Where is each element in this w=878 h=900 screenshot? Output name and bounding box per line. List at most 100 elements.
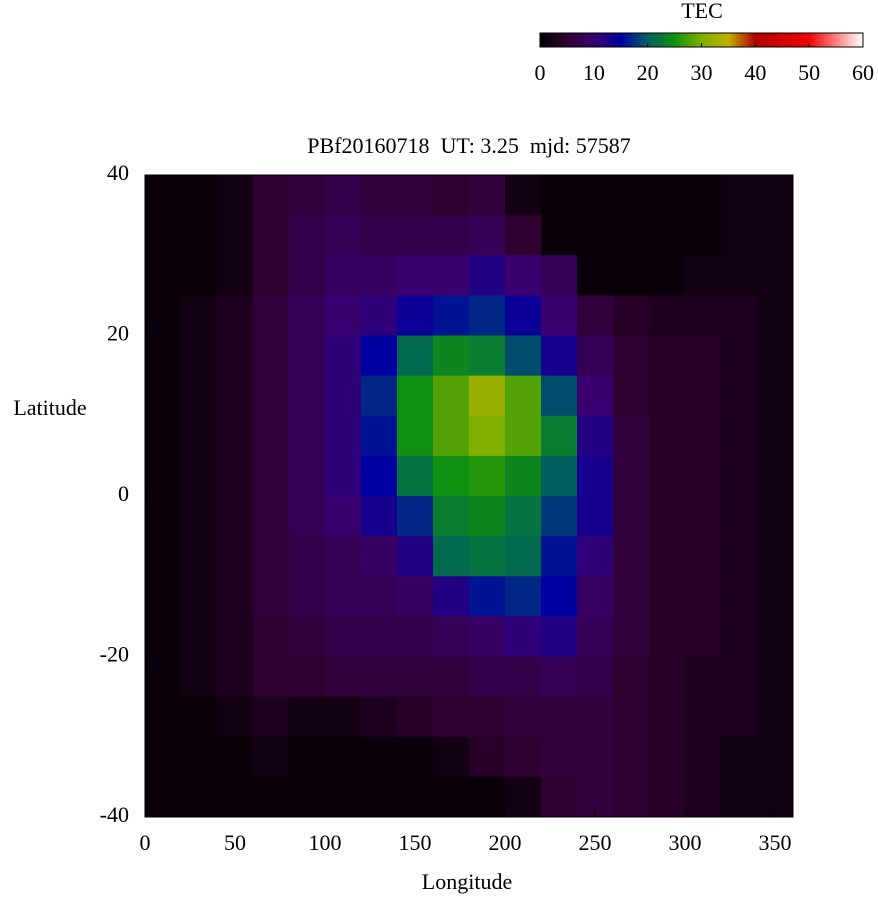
- x-tick-label: 50: [224, 830, 246, 855]
- heat-cell: [685, 736, 722, 778]
- heat-cell: [361, 375, 398, 417]
- heat-cell: [397, 375, 434, 417]
- y-tick-label: -20: [100, 642, 129, 667]
- heat-cell: [217, 696, 254, 738]
- heat-cell: [361, 335, 398, 377]
- heat-cell: [397, 335, 434, 377]
- heat-cell: [145, 335, 182, 377]
- heat-cell: [649, 295, 686, 336]
- heat-cell: [757, 736, 794, 778]
- heat-cell: [325, 536, 362, 577]
- heat-cell: [325, 496, 362, 537]
- heat-cell: [217, 215, 254, 256]
- heat-cell: [289, 496, 326, 537]
- heat-cell: [145, 415, 182, 457]
- heat-cell: [433, 536, 470, 577]
- heat-cell: [721, 415, 758, 457]
- heat-cell: [397, 736, 434, 778]
- heat-cell: [325, 255, 362, 296]
- heat-cell: [145, 776, 182, 818]
- heat-cell: [469, 215, 506, 256]
- heat-cell: [217, 536, 254, 577]
- heat-cell: [289, 656, 326, 698]
- heat-cell: [361, 616, 398, 657]
- heat-cell: [397, 255, 434, 296]
- heat-cell: [145, 255, 182, 296]
- x-tick-label: 350: [759, 830, 792, 855]
- heat-cell: [361, 215, 398, 256]
- heat-cell: [253, 175, 290, 216]
- heat-cell: [613, 415, 650, 457]
- heat-cell: [433, 375, 470, 417]
- x-tick-label: 0: [140, 830, 151, 855]
- heat-cell: [649, 255, 686, 296]
- heat-cell: [577, 496, 614, 537]
- heat-cell: [649, 455, 686, 497]
- heat-cell: [649, 175, 686, 216]
- heat-cell: [253, 335, 290, 377]
- heat-cell: [289, 415, 326, 457]
- heat-cell: [325, 696, 362, 738]
- heat-cell: [757, 696, 794, 738]
- heat-cell: [505, 175, 542, 216]
- heat-cell: [145, 295, 182, 336]
- heat-cell: [577, 295, 614, 336]
- heat-cell: [325, 656, 362, 698]
- x-tick-label: 100: [309, 830, 342, 855]
- heat-cell: [469, 536, 506, 577]
- heat-cell: [613, 576, 650, 617]
- heat-cell: [541, 295, 578, 336]
- heat-cell: [721, 295, 758, 336]
- heat-cell: [505, 736, 542, 778]
- heat-cell: [433, 616, 470, 657]
- heat-cell: [253, 576, 290, 617]
- heat-cell: [397, 536, 434, 577]
- heat-cell: [145, 175, 182, 216]
- colorbar-title: TEC: [681, 0, 723, 23]
- heat-cell: [181, 255, 218, 296]
- heat-cell: [613, 776, 650, 818]
- heat-cell: [541, 215, 578, 256]
- heat-cell: [541, 656, 578, 698]
- colorbar-tick-label: 10: [583, 60, 605, 85]
- heat-cell: [217, 616, 254, 657]
- heat-cell: [541, 576, 578, 617]
- heat-cell: [289, 375, 326, 417]
- heat-cell: [433, 656, 470, 698]
- heat-cell: [685, 175, 722, 216]
- heat-cell: [757, 175, 794, 216]
- heat-cell: [757, 536, 794, 577]
- heat-cell: [469, 255, 506, 296]
- heat-cell: [721, 215, 758, 256]
- heat-cell: [721, 576, 758, 617]
- heat-cell: [397, 415, 434, 457]
- heat-cell: [325, 375, 362, 417]
- heat-cell: [757, 375, 794, 417]
- heat-cell: [181, 215, 218, 256]
- heat-cell: [613, 536, 650, 577]
- heat-cell: [289, 175, 326, 216]
- chart-title: PBf20160718 UT: 3.25 mjd: 57587: [307, 133, 630, 158]
- heat-cell: [541, 536, 578, 577]
- heat-cell: [541, 375, 578, 417]
- heat-cell: [505, 375, 542, 417]
- heat-cell: [685, 496, 722, 537]
- heat-cell: [433, 255, 470, 296]
- heat-cell: [577, 455, 614, 497]
- heat-cell: [397, 576, 434, 617]
- heat-cell: [469, 295, 506, 336]
- heat-cell: [613, 656, 650, 698]
- heat-cell: [505, 696, 542, 738]
- heat-cell: [721, 255, 758, 296]
- heat-cell: [613, 616, 650, 657]
- heat-cell: [433, 295, 470, 336]
- heat-cell: [685, 616, 722, 657]
- colorbar-tick-label: 30: [691, 60, 713, 85]
- heat-cell: [325, 776, 362, 818]
- heat-cell: [289, 255, 326, 296]
- heat-cell: [433, 455, 470, 497]
- heat-cell: [505, 576, 542, 617]
- heat-cell: [577, 415, 614, 457]
- heat-cell: [433, 696, 470, 738]
- heat-cell: [217, 736, 254, 778]
